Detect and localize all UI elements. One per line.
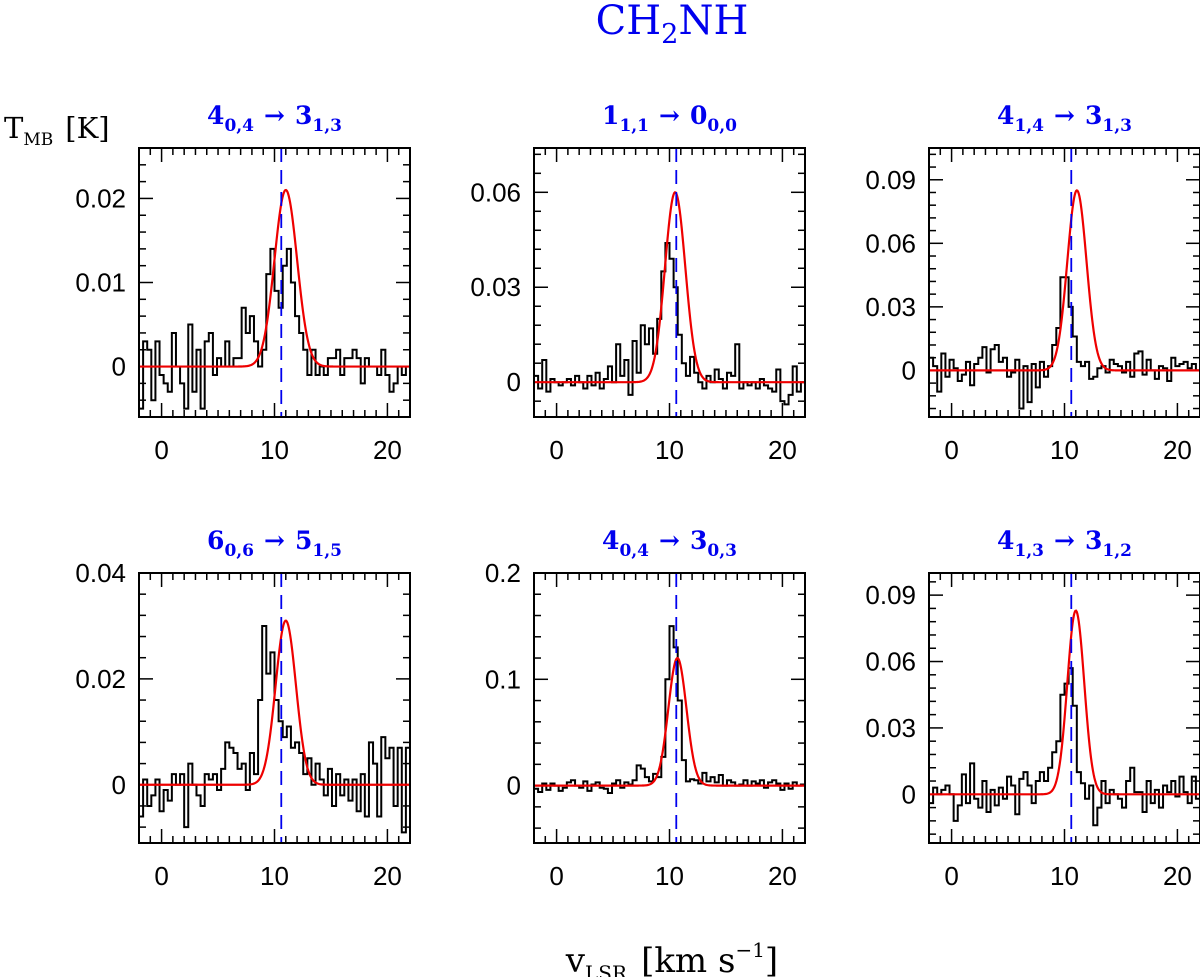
plot-area <box>139 148 410 417</box>
transition-label: 11,1 → 00,0 <box>602 101 737 136</box>
x-tick-label: 10 <box>655 861 684 891</box>
spectrum-panel: 0 10 20 0 0.03 0.06 0.09 41,3 → 31,2 <box>865 526 1200 891</box>
gaussian-fit-curve <box>929 609 1200 796</box>
x-tick-label: 10 <box>260 861 289 891</box>
spectrum-panel: 0 10 20 0 0.01 0.02 40,4 → 31,3 <box>75 101 411 465</box>
gaussian-fit-curve <box>139 188 410 368</box>
gaussian-fit-curve <box>534 656 805 787</box>
figure-title: CH2NH <box>596 0 749 50</box>
plot-area <box>534 148 805 417</box>
panel-frame <box>533 147 806 418</box>
plot-area <box>139 573 410 843</box>
x-tick-label: 0 <box>549 861 563 891</box>
y-tick-label: 0.03 <box>865 292 916 322</box>
spectrum-panel: 0 10 20 0 0.03 0.06 0.09 41,4 → 31,3 <box>865 101 1200 465</box>
spectrum-panel: 0 10 20 0 0.02 0.04 60,6 → 51,5 <box>75 526 411 891</box>
spectrum-histogram <box>139 247 410 410</box>
y-tick-label: 0.03 <box>470 272 521 302</box>
x-tick-label: 20 <box>768 861 797 891</box>
x-tick-label: 10 <box>655 435 684 465</box>
spectrum-histogram <box>534 625 805 795</box>
axis-ticks <box>928 148 1200 417</box>
x-tick-label: 10 <box>260 435 289 465</box>
y-tick-label: 0.2 <box>485 558 521 588</box>
panel-frame <box>533 572 806 844</box>
x-tick-label: 0 <box>549 435 563 465</box>
spectrum-histogram <box>929 667 1200 827</box>
y-tick-label: 0 <box>902 355 916 385</box>
gaussian-fit-curve <box>534 191 805 384</box>
y-axis-label: TMB [K] <box>4 111 110 150</box>
gaussian-fit-curve <box>139 619 410 786</box>
x-tick-label: 20 <box>373 861 402 891</box>
panel-frame <box>928 147 1200 418</box>
x-tick-label: 10 <box>1050 861 1079 891</box>
y-tick-label: 0.02 <box>75 664 126 694</box>
x-tick-label: 20 <box>1163 861 1192 891</box>
y-tick-label: 0.02 <box>75 183 126 213</box>
y-tick-label: 0.06 <box>470 177 521 207</box>
transition-label: 40,4 → 31,3 <box>207 101 342 136</box>
panel-frame <box>138 147 411 418</box>
x-tick-label: 20 <box>768 435 797 465</box>
x-tick-label: 0 <box>944 861 958 891</box>
transition-label: 60,6 → 51,5 <box>207 526 342 561</box>
y-tick-label: 0.06 <box>865 647 916 677</box>
x-axis-label: vLSR [km s−1] <box>565 938 778 977</box>
x-tick-label: 0 <box>154 861 168 891</box>
y-tick-label: 0.03 <box>865 713 916 743</box>
y-tick-label: 0.06 <box>865 228 916 258</box>
y-tick-label: 0.01 <box>75 268 126 298</box>
y-tick-label: 0.09 <box>865 165 916 195</box>
y-tick-label: 0 <box>507 367 521 397</box>
plot-area <box>929 573 1200 843</box>
y-tick-label: 0.1 <box>485 664 521 694</box>
transition-label: 40,4 → 30,3 <box>602 526 737 561</box>
panel-frame <box>928 572 1200 844</box>
y-tick-label: 0 <box>112 352 126 382</box>
plot-area <box>534 573 805 843</box>
x-tick-label: 20 <box>373 435 402 465</box>
y-tick-label: 0 <box>112 770 126 800</box>
spectrum-panel: 0 10 20 0 0.03 0.06 11,1 → 00,0 <box>470 101 806 465</box>
gaussian-fit-curve <box>929 189 1200 372</box>
spectrum-panel: 0 10 20 0 0.1 0.2 40,4 → 30,3 <box>485 526 806 891</box>
y-tick-label: 0.09 <box>865 580 916 610</box>
panel-frame <box>138 572 411 844</box>
y-tick-label: 0 <box>507 771 521 801</box>
x-tick-label: 20 <box>1163 435 1192 465</box>
transition-label: 41,4 → 31,3 <box>997 101 1132 136</box>
spectrum-histogram <box>139 624 410 834</box>
plot-area <box>929 148 1200 417</box>
x-tick-label: 10 <box>1050 435 1079 465</box>
x-tick-label: 0 <box>944 435 958 465</box>
transition-label: 41,3 → 31,2 <box>997 526 1132 561</box>
x-tick-label: 0 <box>154 435 168 465</box>
spectra-panels: 0 10 20 0 0.01 0.02 40,4 → 31,3 0 10 20 0 0.03 0.06 11,… <box>75 101 1200 891</box>
spectrum-histogram <box>534 241 805 406</box>
y-tick-label: 0 <box>902 779 916 809</box>
y-tick-label: 0.04 <box>75 558 126 588</box>
